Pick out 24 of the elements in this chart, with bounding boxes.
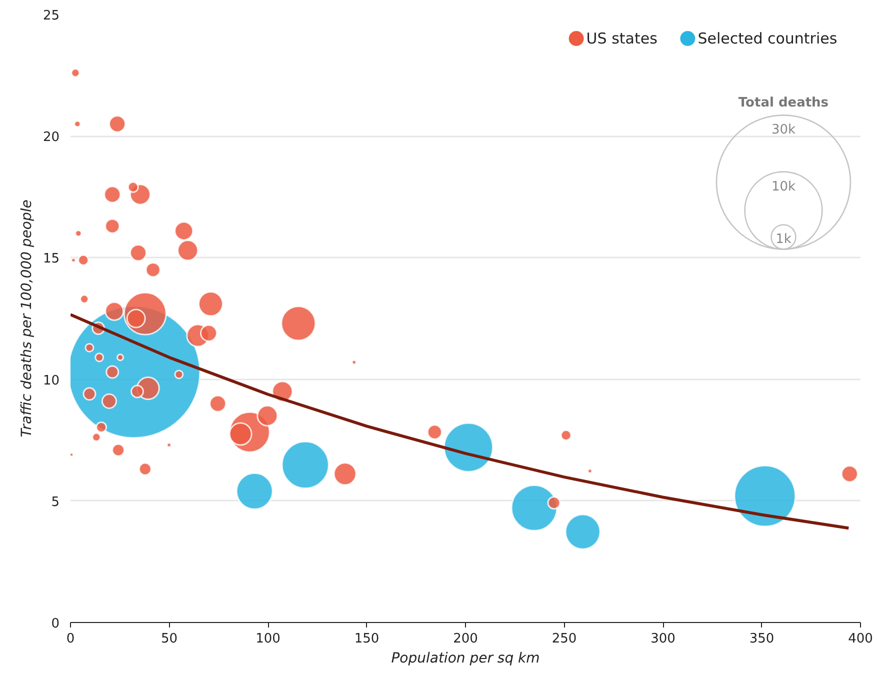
x-tick-label: 350 (749, 632, 774, 646)
y-axis-title: Traffic deaths per 100,000 people (18, 200, 35, 438)
legend-label: US states (586, 30, 658, 48)
y-tick-label: 20 (42, 130, 60, 146)
legend-label: Selected countries (698, 30, 838, 48)
x-tick-label: 150 (354, 632, 380, 646)
x-axis-title: Population per sq km (391, 650, 540, 666)
x-tick-label: 300 (650, 632, 676, 646)
legend-label: 30k (771, 122, 796, 138)
x-tick-label: 400 (848, 632, 873, 646)
legend-title: Total deaths (738, 96, 829, 111)
x-tick-label: 100 (256, 632, 280, 646)
y-tick-label: 25 (42, 8, 60, 24)
legend-label: 10k (771, 179, 796, 194)
x-tick-label: 200 (453, 632, 478, 646)
y-tick-label: 10 (42, 373, 60, 388)
y-tick-label: 15 (42, 252, 60, 267)
x-tick-label: 50 (160, 632, 178, 646)
legend-label: 1k (776, 232, 792, 248)
line-series (70, 313, 850, 530)
y-tick-label: 5 (51, 494, 60, 510)
x-tick-label: 250 (552, 632, 577, 646)
x-tick-label: 0 (66, 632, 75, 646)
y-tick-label: 0 (51, 616, 60, 632)
